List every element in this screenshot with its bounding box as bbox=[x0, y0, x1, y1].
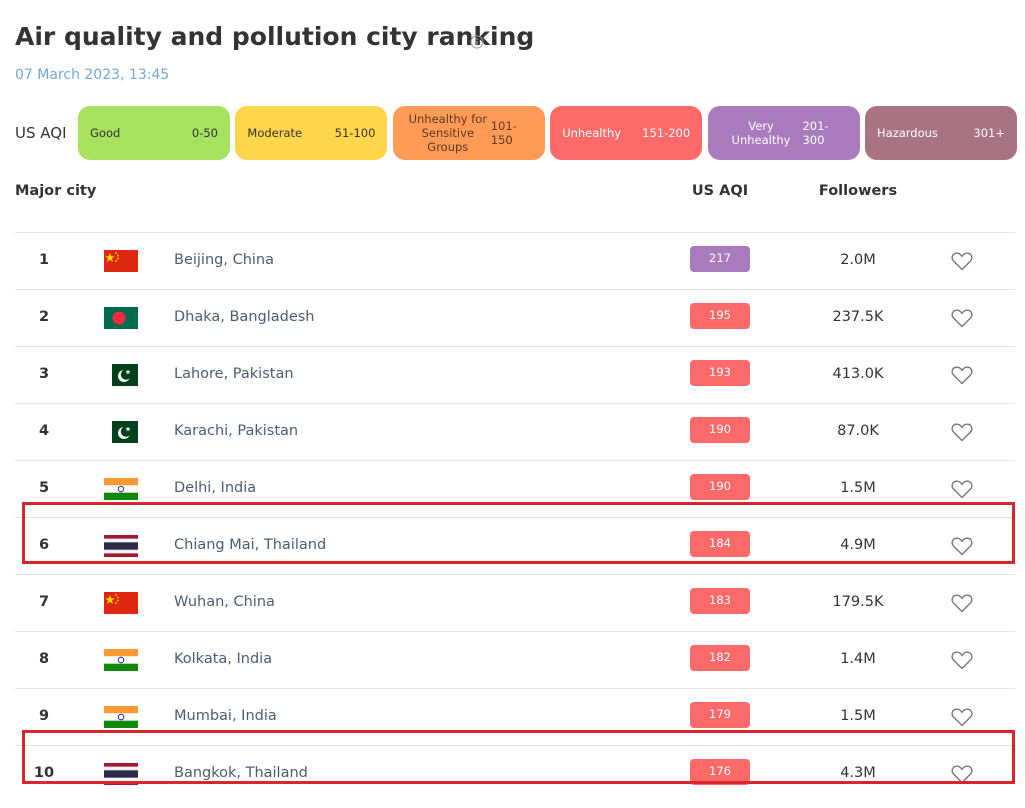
rank: 6 bbox=[38, 537, 50, 553]
city-link[interactable]: Beijing, China bbox=[174, 252, 274, 268]
rank: 8 bbox=[38, 651, 50, 667]
level-name: Very Unhealthy bbox=[731, 119, 791, 147]
level-range: 0-50 bbox=[191, 126, 218, 140]
followers: 4.3M bbox=[840, 765, 876, 781]
city-link[interactable]: Lahore, Pakistan bbox=[174, 366, 294, 382]
table-row: 5 Delhi, India 190 1.5M bbox=[15, 460, 1015, 517]
scale-label: US AQI bbox=[15, 124, 67, 142]
level-range: 51-100 bbox=[334, 126, 376, 140]
column-header: Followers bbox=[818, 183, 898, 199]
follow-button[interactable] bbox=[950, 478, 974, 500]
table-row: 4 Karachi, Pakistan 190 87.0K bbox=[15, 403, 1015, 460]
timestamp: 07 March 2023, 13:45 bbox=[15, 67, 170, 83]
follow-button[interactable] bbox=[950, 706, 974, 728]
flag bbox=[104, 478, 138, 500]
city-link[interactable]: Chiang Mai, Thailand bbox=[174, 537, 327, 553]
level-name: Good bbox=[90, 126, 121, 140]
flag bbox=[104, 649, 138, 671]
follow-button[interactable] bbox=[950, 649, 974, 671]
followers: 1.5M bbox=[840, 708, 876, 724]
follow-button[interactable] bbox=[950, 421, 974, 443]
table-row: 7 Wuhan, China 183 179.5K bbox=[15, 574, 1015, 631]
level-name: Unhealthy bbox=[562, 126, 622, 140]
flag bbox=[104, 592, 138, 614]
city-link[interactable]: Delhi, India bbox=[174, 480, 257, 496]
rank: 3 bbox=[38, 366, 50, 382]
followers: 2.0M bbox=[840, 252, 876, 268]
aqi-level: Moderate 51-100 bbox=[235, 106, 388, 160]
aqi-badge: 190 bbox=[690, 474, 750, 500]
city-link[interactable]: Bangkok, Thailand bbox=[174, 765, 308, 781]
rank: 5 bbox=[38, 480, 50, 496]
level-range: 301+ bbox=[973, 126, 1005, 140]
table-row: 1 Beijing, China 217 2.0M bbox=[15, 232, 1015, 289]
followers: 4.9M bbox=[840, 537, 876, 553]
column-header: Major city bbox=[15, 183, 97, 199]
aqi-badge: 179 bbox=[690, 702, 750, 728]
followers: 179.5K bbox=[832, 594, 884, 610]
aqi-level: Good 0-50 bbox=[78, 106, 230, 160]
flag bbox=[104, 250, 138, 272]
aqi-level: Very Unhealthy 201-300 bbox=[707, 106, 860, 160]
aqi-level: Hazardous 301+ bbox=[865, 106, 1017, 160]
rank: 9 bbox=[38, 708, 50, 724]
city-link[interactable]: Wuhan, China bbox=[174, 594, 275, 610]
table-row: 9 Mumbai, India 179 1.5M bbox=[15, 688, 1015, 745]
follow-button[interactable] bbox=[950, 535, 974, 557]
level-name: Hazardous bbox=[877, 126, 938, 140]
aqi-badge: 183 bbox=[690, 588, 750, 614]
page-title: Air quality and pollution city ranking bbox=[15, 22, 535, 51]
table-row: 2 Dhaka, Bangladesh 195 237.5K bbox=[15, 289, 1015, 346]
followers: 87.0K bbox=[837, 423, 879, 439]
level-range: 201-300 bbox=[802, 119, 829, 147]
rank: 4 bbox=[38, 423, 50, 439]
aqi-level: Unhealthy for Sensitive Groups 101-150 bbox=[392, 106, 545, 160]
followers: 1.4M bbox=[840, 651, 876, 667]
highlight-box bbox=[22, 730, 1015, 784]
aqi-level: Unhealthy 151-200 bbox=[550, 106, 703, 160]
city-link[interactable]: Dhaka, Bangladesh bbox=[174, 309, 315, 325]
city-link[interactable]: Kolkata, India bbox=[174, 651, 273, 667]
follow-button[interactable] bbox=[950, 364, 974, 386]
table-row: 6 Chiang Mai, Thailand 184 4.9M bbox=[15, 517, 1015, 574]
city-link[interactable]: Mumbai, India bbox=[174, 708, 277, 724]
level-range: 151-200 bbox=[642, 126, 691, 140]
followers: 1.5M bbox=[840, 480, 876, 496]
aqi-badge: 190 bbox=[690, 417, 750, 443]
follow-button[interactable] bbox=[950, 307, 974, 329]
aqi-badge: 195 bbox=[690, 303, 750, 329]
table-row: 3 Lahore, Pakistan 193 413.0K bbox=[15, 346, 1015, 403]
rank: 1 bbox=[38, 252, 50, 268]
aqi-badge: 217 bbox=[690, 246, 750, 272]
follow-button[interactable] bbox=[950, 592, 974, 614]
aqi-badge: 176 bbox=[690, 759, 750, 785]
rank: 7 bbox=[38, 594, 50, 610]
table-row: 8 Kolkata, India 182 1.4M bbox=[15, 631, 1015, 688]
level-name: Unhealthy for Sensitive Groups bbox=[408, 112, 487, 154]
aqi-badge: 184 bbox=[690, 531, 750, 557]
flag bbox=[104, 421, 138, 443]
info-icon[interactable] bbox=[470, 35, 484, 49]
city-link[interactable]: Karachi, Pakistan bbox=[174, 423, 299, 439]
flag bbox=[104, 706, 138, 728]
rank: 10 bbox=[33, 765, 55, 781]
rank: 2 bbox=[38, 309, 50, 325]
column-header: US AQI bbox=[691, 183, 749, 199]
table-row: 10 Bangkok, Thailand 176 4.3M bbox=[15, 745, 1015, 802]
follow-button[interactable] bbox=[950, 250, 974, 272]
level-name: Moderate bbox=[247, 126, 303, 140]
highlight-box bbox=[22, 502, 1015, 564]
aqi-badge: 193 bbox=[690, 360, 750, 386]
flag bbox=[104, 364, 138, 386]
followers: 237.5K bbox=[832, 309, 884, 325]
flag bbox=[104, 307, 138, 329]
aqi-badge: 182 bbox=[690, 645, 750, 671]
followers: 413.0K bbox=[832, 366, 884, 382]
follow-button[interactable] bbox=[950, 763, 974, 785]
level-range: 101-150 bbox=[490, 119, 517, 147]
